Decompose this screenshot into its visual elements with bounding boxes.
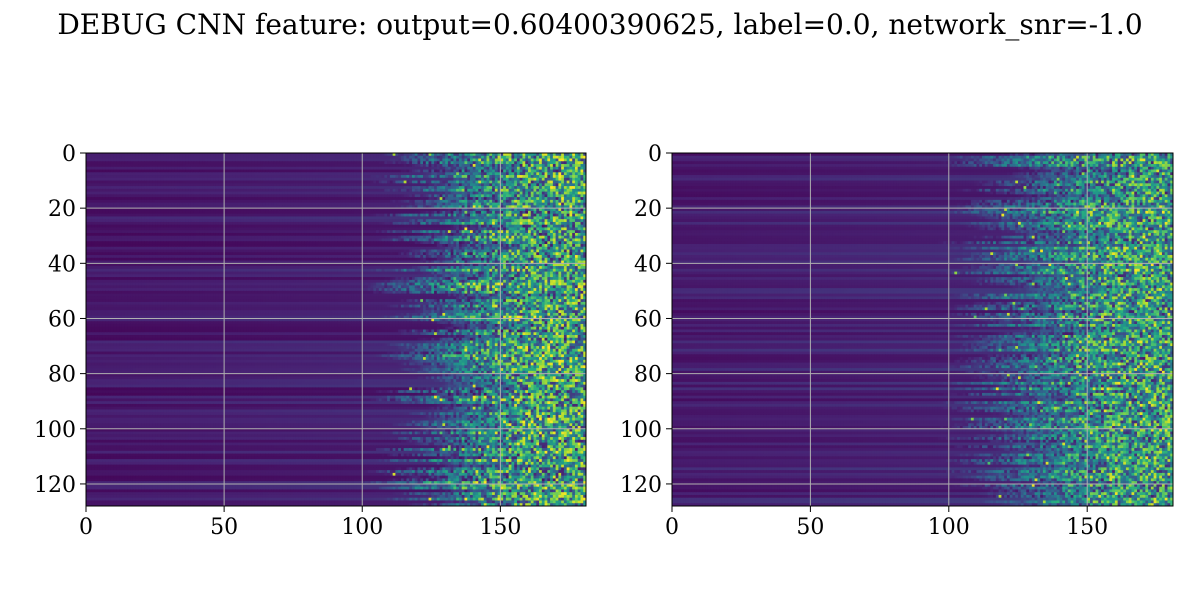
figure-title: DEBUG CNN feature: output=0.60400390625,… (57, 8, 1142, 41)
heatmap-cells-left (86, 153, 587, 507)
